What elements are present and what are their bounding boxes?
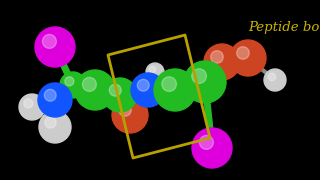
Circle shape	[146, 63, 164, 81]
Circle shape	[131, 73, 165, 107]
Circle shape	[192, 69, 206, 84]
Circle shape	[38, 83, 72, 117]
Circle shape	[65, 77, 74, 86]
Circle shape	[75, 70, 115, 110]
Circle shape	[162, 77, 176, 91]
Circle shape	[60, 72, 86, 98]
Circle shape	[44, 89, 56, 101]
Circle shape	[204, 44, 240, 80]
Circle shape	[19, 94, 45, 120]
Circle shape	[264, 69, 286, 91]
Circle shape	[24, 99, 33, 108]
Circle shape	[45, 117, 56, 128]
Circle shape	[237, 47, 249, 59]
Text: Peptide bond: Peptide bond	[248, 21, 320, 35]
Circle shape	[184, 61, 226, 103]
Circle shape	[119, 104, 131, 116]
Circle shape	[192, 128, 232, 168]
Circle shape	[230, 40, 266, 76]
Circle shape	[137, 79, 149, 91]
Circle shape	[109, 84, 121, 96]
Circle shape	[83, 77, 96, 91]
Circle shape	[211, 51, 223, 63]
Circle shape	[42, 34, 56, 48]
Circle shape	[39, 111, 71, 143]
Circle shape	[199, 135, 213, 149]
Circle shape	[35, 27, 75, 67]
Circle shape	[103, 78, 137, 112]
Circle shape	[112, 97, 148, 133]
Circle shape	[268, 73, 276, 81]
Circle shape	[149, 66, 156, 73]
Circle shape	[154, 69, 196, 111]
